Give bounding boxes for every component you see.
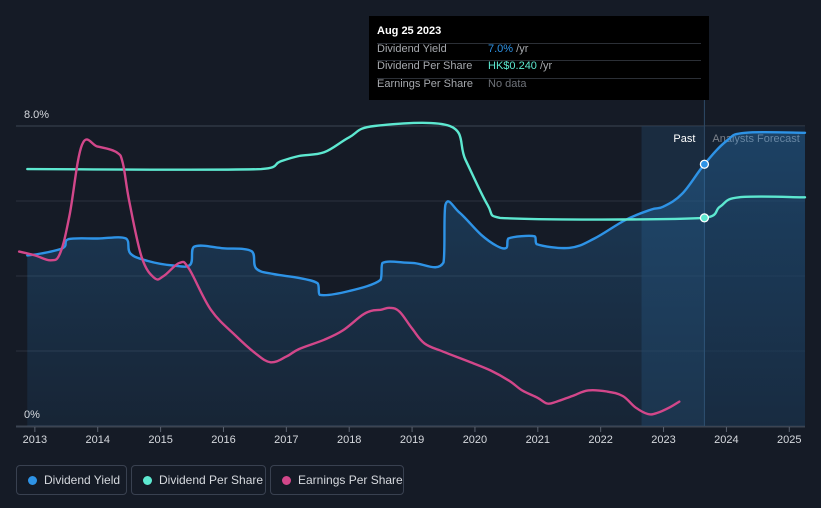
x-tick-label: 2022: [588, 434, 612, 446]
marker-layer: [699, 159, 710, 223]
x-tick-label: 2016: [211, 434, 235, 446]
x-tick-label: 2014: [85, 434, 109, 446]
tooltip-row-dividend-yield: Dividend Yield 7.0% /yr: [377, 43, 701, 61]
tooltip-divider: [377, 60, 701, 61]
y-tick-label: 0%: [24, 409, 40, 421]
past-label: Past: [673, 133, 695, 145]
legend-item-dividend-yield[interactable]: Dividend Yield: [16, 465, 127, 495]
legend-dot-icon: [282, 476, 291, 485]
tooltip-row-earnings-per-share: Earnings Per Share No data: [377, 78, 701, 96]
tooltip-value-number: 7.0%: [488, 43, 514, 55]
legend-dot-icon: [143, 476, 152, 485]
x-tick-label: 2023: [651, 434, 675, 446]
series-line-earnings-per-share: [17, 138, 681, 416]
axis-layer: 8.0% 0% 2013 2014 2015 2016 2017 2018 2019 2020 20…: [16, 109, 805, 446]
tooltip-label: Earnings Per Share: [377, 78, 473, 90]
tooltip-divider: [377, 43, 701, 44]
tooltip-value-number: HK$0.240: [488, 60, 537, 72]
x-tick-label: 2021: [526, 434, 550, 446]
tooltip-label: Dividend Per Share: [377, 60, 473, 72]
series-line-dividend-per-share: [26, 121, 807, 221]
legend-dot-icon: [28, 476, 37, 485]
tooltip: Aug 25 2023 Dividend Yield 7.0% /yr Divi…: [369, 16, 709, 100]
x-tick-label: 2018: [337, 434, 361, 446]
legend-item-earnings-per-share[interactable]: Earnings Per Share: [270, 465, 404, 495]
legend-label: Dividend Yield: [44, 473, 121, 487]
x-tick-label: 2013: [23, 434, 47, 446]
series-area-dividend-yield: [27, 132, 806, 426]
x-tick-label: 2024: [714, 434, 738, 446]
x-tick-label: 2020: [463, 434, 487, 446]
tooltip-date: Aug 25 2023: [377, 25, 442, 37]
x-tick-label: 2015: [148, 434, 172, 446]
x-tick-label: 2019: [400, 434, 424, 446]
tooltip-value: 7.0% /yr: [488, 43, 528, 55]
marker-dividend-per-share: [699, 213, 710, 223]
tooltip-value-unit: /yr: [513, 43, 529, 55]
marker-dividend-yield: [699, 159, 710, 169]
y-tick-label: 8.0%: [24, 109, 49, 121]
tooltip-value-unit: /yr: [536, 60, 553, 72]
tooltip-row-dividend-per-share: Dividend Per Share HK$0.240 /yr: [377, 60, 701, 78]
series-layer: [17, 121, 807, 426]
x-tick-label: 2017: [274, 434, 298, 446]
tooltip-value: No data: [488, 78, 527, 90]
tooltip-label: Dividend Yield: [377, 43, 447, 55]
tooltip-value: HK$0.240 /yr: [488, 60, 552, 72]
legend-label: Dividend Per Share: [159, 473, 264, 487]
tooltip-divider: [377, 78, 701, 79]
legend-item-dividend-per-share[interactable]: Dividend Per Share: [131, 465, 266, 495]
legend-label: Earnings Per Share: [298, 473, 403, 487]
x-tick-label: 2025: [777, 434, 801, 446]
